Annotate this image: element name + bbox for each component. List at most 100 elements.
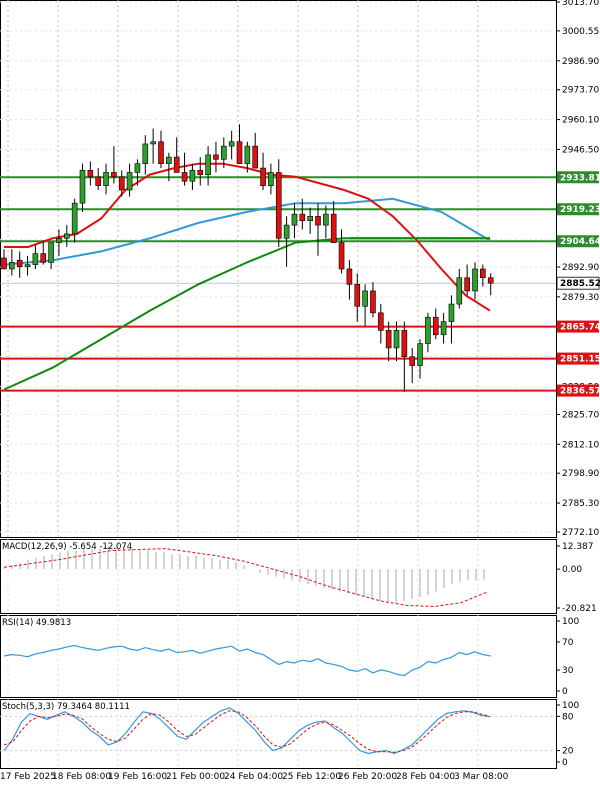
current-price-label: 2885.52	[560, 279, 600, 289]
candle	[197, 169, 204, 175]
x-tick-label: 3 Mar 08:00	[454, 772, 509, 782]
macd-panel-frame	[0, 539, 557, 614]
candle	[221, 145, 227, 160]
x-tick-label: 21 Feb 00:00	[166, 772, 225, 782]
stoch-panel-frame	[0, 699, 557, 769]
candle	[126, 172, 133, 191]
rsi-panel-frame	[0, 615, 557, 698]
ma-slow-line	[3, 237, 490, 391]
candle	[236, 141, 243, 164]
resistance-level-label-bg	[557, 235, 599, 248]
y-tick-label: 3013.70	[562, 0, 599, 8]
candle	[24, 264, 31, 268]
candle	[307, 216, 313, 222]
rsi-y-tick-label: 100	[562, 617, 579, 627]
candle	[173, 156, 180, 173]
macd-signal-line	[3, 548, 489, 608]
candle	[487, 277, 494, 284]
candle	[409, 356, 416, 366]
y-tick-label: 2812.10	[562, 440, 599, 450]
candle	[95, 176, 101, 186]
y-tick-label: 2986.90	[562, 57, 599, 67]
candle	[448, 303, 455, 322]
candle	[252, 145, 258, 169]
x-tick-label: 18 Feb 08:00	[52, 772, 111, 782]
candle	[472, 268, 478, 292]
candle	[166, 156, 172, 164]
candle	[370, 290, 376, 314]
resistance-level-label: 2919.23	[560, 205, 600, 215]
macd-y-tick-label: -20.821	[562, 604, 597, 614]
y-tick-label: 2785.30	[562, 499, 599, 509]
candle	[158, 141, 164, 164]
rsi-y-tick-label: 70	[562, 638, 574, 648]
support-level-label-bg	[557, 320, 599, 333]
candle	[354, 284, 361, 307]
candle	[385, 330, 392, 349]
y-tick-label: 3000.55	[562, 27, 599, 37]
rsi-label: RSI(14) 49.9813	[2, 618, 71, 628]
rsi-line	[3, 644, 491, 677]
candle	[401, 330, 408, 358]
stoch-main-line	[3, 707, 491, 755]
x-tick-label: 17 Feb 2025	[0, 772, 56, 782]
macd-y-tick-label: 12.387	[562, 542, 594, 552]
candle	[299, 213, 306, 222]
x-tick-label: 25 Feb 12:00	[282, 772, 341, 782]
candle	[291, 213, 298, 226]
y-tick-label: 2825.70	[562, 410, 599, 420]
y-tick-label: 2892.90	[562, 263, 599, 273]
candle	[432, 316, 439, 336]
ma-fast-line	[4, 162, 491, 312]
x-tick-label: 24 Feb 04:00	[224, 772, 283, 782]
candle	[71, 202, 78, 235]
stoch-y-tick-label: 20	[562, 747, 574, 757]
candle	[16, 259, 23, 268]
stoch-y-tick-label: 80	[562, 712, 574, 722]
ma-mid-line	[3, 197, 491, 266]
candle	[79, 169, 86, 204]
candle	[118, 176, 125, 191]
candle	[338, 242, 345, 270]
candle	[260, 167, 266, 186]
candle	[228, 141, 235, 147]
macd-label: MACD(12,26,9) -5.654 -12.074	[2, 542, 132, 552]
y-tick-label: 2973.70	[562, 86, 599, 96]
x-tick-label: 19 Feb 16:00	[108, 772, 167, 782]
macd-y-tick-label: 0.00	[562, 565, 582, 575]
support-level-label: 2865.74	[560, 323, 600, 333]
candle	[1, 257, 7, 270]
candle	[417, 343, 423, 366]
candle	[377, 312, 384, 331]
y-tick-label: 2879.30	[562, 293, 599, 303]
stoch-signal-line	[3, 710, 491, 753]
candle	[87, 169, 94, 178]
candle	[40, 253, 47, 263]
candle	[315, 216, 321, 226]
candle	[268, 172, 274, 186]
stoch-y-tick-label: 100	[562, 701, 579, 711]
main-panel-frame	[0, 0, 557, 538]
candle	[103, 172, 109, 186]
resistance-level-label-bg	[557, 203, 599, 216]
candle	[283, 224, 290, 239]
candle	[244, 145, 251, 164]
candle	[48, 242, 54, 263]
y-tick-label: 2946.50	[562, 145, 599, 155]
candle	[64, 233, 70, 239]
stoch-label: Stoch(5,3,3) 79.3464 80.1111	[2, 702, 130, 712]
candle	[330, 213, 337, 243]
candle	[213, 154, 219, 160]
candle	[425, 316, 431, 344]
candle	[440, 321, 447, 336]
current-price-label-bg	[556, 276, 600, 290]
support-level-label-bg	[557, 384, 599, 397]
y-tick-label: 2960.10	[562, 116, 599, 126]
rsi-y-tick-label: 0	[562, 687, 568, 697]
x-tick-label: 28 Feb 04:00	[396, 772, 455, 782]
candle	[480, 268, 486, 279]
candle	[189, 169, 196, 182]
rsi-y-tick-label: 30	[562, 666, 574, 676]
candle	[56, 237, 62, 243]
